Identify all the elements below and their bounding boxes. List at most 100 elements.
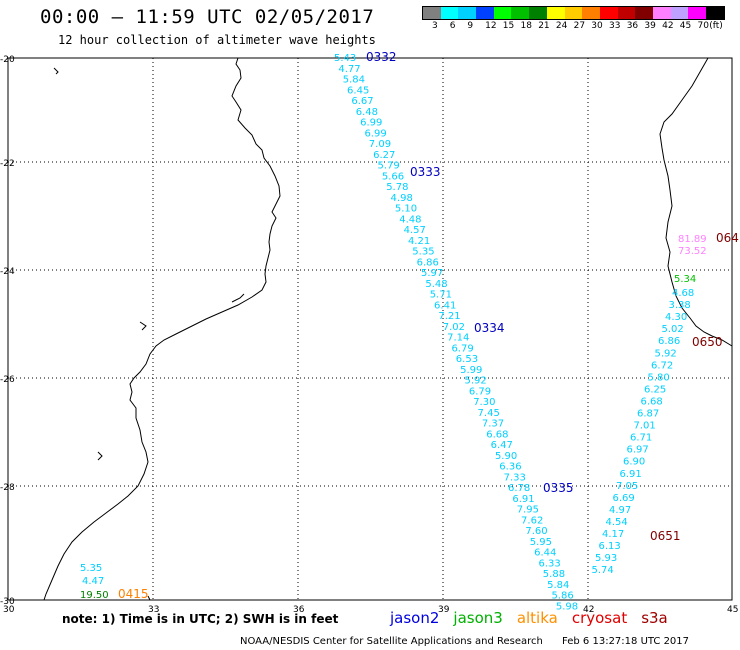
wave-height-value: 5.84 xyxy=(547,580,569,591)
wave-height-value: 5.43 xyxy=(334,53,356,64)
wave-height-value: 4.77 xyxy=(338,64,360,75)
longitude-label: 33 xyxy=(148,605,159,615)
legend-swatch xyxy=(688,7,706,19)
wave-height-value: 6.44 xyxy=(534,548,556,559)
legend-swatch xyxy=(617,7,636,19)
wave-height-value: 6.90 xyxy=(623,457,645,468)
wave-height-value: 5.84 xyxy=(343,75,365,86)
wave-height-value: 7.14 xyxy=(447,333,469,344)
wave-height-value: 5.34 xyxy=(674,274,696,285)
legend-label: 45 xyxy=(679,21,692,31)
wave-height-value: 5.02 xyxy=(662,324,684,335)
wave-height-value: 5.92 xyxy=(655,348,677,359)
wave-height-value: 5.99 xyxy=(460,365,482,376)
wave-height-value: 6.86 xyxy=(658,336,680,347)
wave-height-value: 6.41 xyxy=(434,300,456,311)
wave-height-value: 6.67 xyxy=(351,96,373,107)
wave-height-value: 5.35 xyxy=(412,247,434,258)
wave-height-value: 5.71 xyxy=(430,290,452,301)
legend-label: 3 xyxy=(432,21,438,31)
wave-height-value: 4.30 xyxy=(665,312,687,323)
wave-height-value: 6.47 xyxy=(491,440,513,451)
latitude-label: -22 xyxy=(0,159,15,169)
pass-time-label: 0335 xyxy=(543,481,574,495)
wave-height-value: 4.48 xyxy=(399,214,421,225)
wave-height-value: 5.10 xyxy=(395,204,417,215)
wave-height-value: 5.74 xyxy=(592,565,614,576)
wave-height-value: 5.66 xyxy=(382,171,404,182)
wave-height-value: 6.97 xyxy=(627,445,649,456)
page-title: 00:00 — 11:59 UTC 02/05/2017 xyxy=(40,6,375,28)
wave-height-value: 7.33 xyxy=(504,472,526,483)
legend-swatch xyxy=(706,7,724,19)
wave-height-value: 6.91 xyxy=(620,469,642,480)
wave-height-value: 4.98 xyxy=(391,193,413,204)
wave-height-value: 4.57 xyxy=(404,225,426,236)
wave-height-value: 19.50 xyxy=(80,590,109,601)
wave-height-value: 6.68 xyxy=(641,396,663,407)
satellite-name: s3a xyxy=(641,609,668,627)
wave-height-value: 6.68 xyxy=(486,429,508,440)
madagascar-coastline xyxy=(659,57,733,347)
longitude-label: 39 xyxy=(438,605,450,615)
wave-height-value: 6.72 xyxy=(651,360,673,371)
satellite-name: jason2 xyxy=(390,609,440,627)
color-scale-labels: 3 6 9 12 15 18 21 24 27 30 33 36 39 42 45 70 (ft) xyxy=(422,21,740,33)
legend-label: 33 xyxy=(609,21,621,31)
legend-label: 30 xyxy=(591,21,603,31)
latitude-label: -26 xyxy=(0,375,15,385)
wave-height-value: 6.79 xyxy=(451,343,473,354)
wave-height-value: 6.79 xyxy=(469,386,491,397)
map-frame xyxy=(7,57,733,601)
legend-swatch xyxy=(546,7,565,19)
wave-height-value: 6.53 xyxy=(456,354,478,365)
wave-height-value: 6.99 xyxy=(364,128,386,139)
pass-time-label: 0651 xyxy=(650,529,681,543)
wave-height-value: 7.01 xyxy=(634,421,656,432)
wave-height-value: 6.91 xyxy=(512,494,534,505)
legend-swatch xyxy=(529,7,547,19)
wave-height-value: 7.45 xyxy=(478,408,500,419)
legend-swatch xyxy=(493,7,512,19)
wave-height-value: 5.35 xyxy=(80,563,102,574)
legend-swatch xyxy=(476,7,494,19)
wave-height-value: 7.21 xyxy=(438,311,460,322)
legend-label: 42 xyxy=(662,21,674,31)
wave-height-value: 7.95 xyxy=(517,505,539,516)
wave-height-value: 6.78 xyxy=(508,483,530,494)
page-subtitle: 12 hour collection of altimeter wave hei… xyxy=(58,33,376,47)
legend-label: 12 xyxy=(485,21,497,31)
wave-height-value: 5.48 xyxy=(425,279,447,290)
legend-label: 70 xyxy=(697,21,709,31)
wave-height-value: 6.27 xyxy=(373,150,395,161)
longitude-label: 42 xyxy=(583,605,594,615)
wave-height-value: 5.79 xyxy=(378,161,400,172)
wave-height-value: 4.21 xyxy=(408,236,430,247)
latitude-label: -24 xyxy=(0,267,15,277)
wave-height-value: 4.68 xyxy=(672,288,694,299)
wave-height-value: 5.86 xyxy=(552,591,574,602)
legend-swatch xyxy=(423,7,441,19)
wave-height-value: 81.89 xyxy=(678,234,707,245)
map-tick-labels: 30 33 36 39 42 45 -20 -22 -24 -26 -28 -30 xyxy=(0,55,738,615)
latitude-label: -20 xyxy=(0,55,15,65)
wave-height-value: 7.37 xyxy=(482,419,504,430)
legend-label: 24 xyxy=(555,21,568,31)
generated-timestamp: Feb 6 13:27:18 UTC 2017 xyxy=(562,636,690,647)
wave-height-value: 7.05 xyxy=(616,481,638,492)
credit-line: NOAA/NESDIS Center for Satellite Applica… xyxy=(240,636,705,647)
pass-time-label: 0333 xyxy=(410,165,441,179)
wave-height-value: 7.30 xyxy=(473,397,495,408)
legend-label: 18 xyxy=(520,21,532,31)
wave-height-value: 6.36 xyxy=(499,462,521,473)
wave-height-value: 5.97 xyxy=(421,268,443,279)
wave-height-value: 4.54 xyxy=(606,517,628,528)
african-coastline xyxy=(43,57,281,601)
credit-org: NOAA/NESDIS Center for Satellite Applica… xyxy=(240,636,543,647)
legend-label: 27 xyxy=(573,21,586,31)
footnote: note: 1) Time is in UTC; 2) SWH is in fe… xyxy=(62,612,339,626)
legend-label: 6 xyxy=(449,21,456,31)
legend-label: 9 xyxy=(467,21,474,31)
wave-height-value: 5.80 xyxy=(648,372,670,383)
